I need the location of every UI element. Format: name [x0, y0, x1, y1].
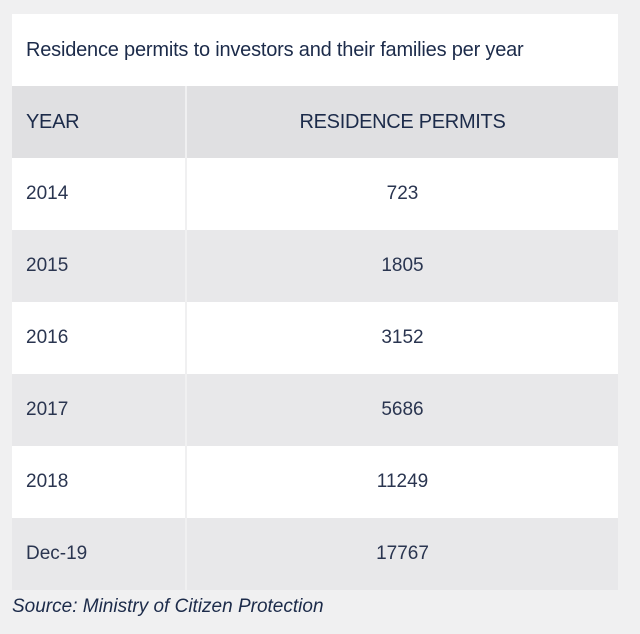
cell-year: 2018: [12, 446, 187, 518]
cell-permits: 17767: [186, 518, 618, 590]
header-permits: RESIDENCE PERMITS: [186, 86, 618, 158]
table-row: 2016 3152: [12, 302, 618, 374]
cell-permits: 11249: [186, 446, 618, 518]
table-panel: Residence permits to investors and their…: [12, 14, 618, 590]
table-row: Dec-19 17767: [12, 518, 618, 590]
source-note: Source: Ministry of Citizen Protection: [12, 596, 324, 617]
cell-year: 2016: [12, 302, 187, 374]
cell-year: 2017: [12, 374, 187, 446]
cell-year: Dec-19: [12, 518, 187, 590]
cell-year: 2015: [12, 230, 187, 302]
table-row: 2018 11249: [12, 446, 618, 518]
table-row: 2015 1805: [12, 230, 618, 302]
table-row: 2014 723: [12, 158, 618, 230]
table-row: 2017 5686: [12, 374, 618, 446]
cell-permits: 5686: [186, 374, 618, 446]
header-year: YEAR: [12, 86, 187, 158]
table-title: Residence permits to investors and their…: [12, 14, 618, 86]
cell-permits: 3152: [186, 302, 618, 374]
cell-permits: 1805: [186, 230, 618, 302]
permits-table: YEAR RESIDENCE PERMITS 2014 723 2015 180…: [12, 86, 618, 590]
cell-permits: 723: [186, 158, 618, 230]
cell-year: 2014: [12, 158, 187, 230]
header-row: YEAR RESIDENCE PERMITS: [12, 86, 618, 158]
